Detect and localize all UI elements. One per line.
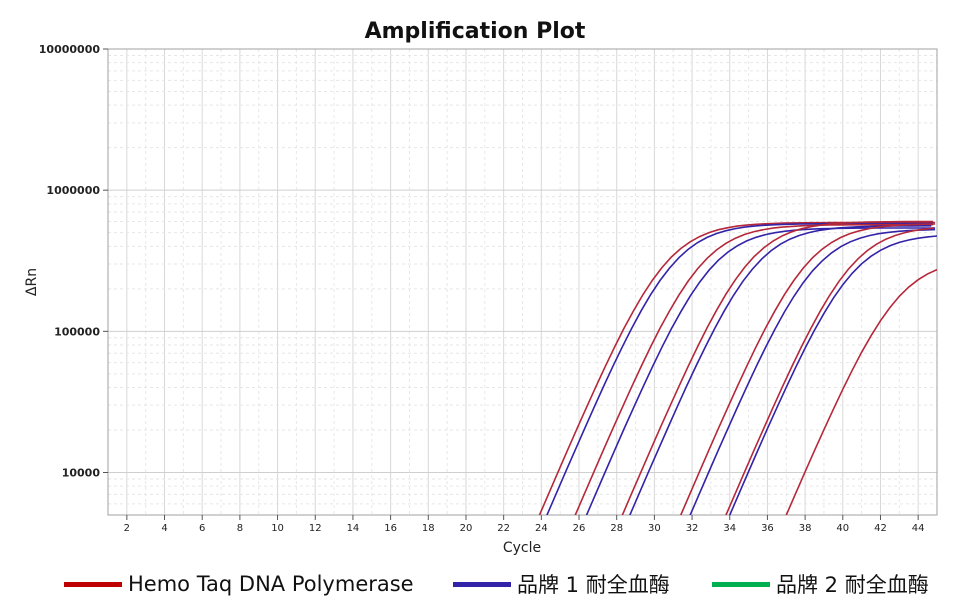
x-tick-label: 40: [836, 523, 849, 534]
x-tick-label: 8: [237, 523, 243, 534]
x-tick-label: 20: [460, 523, 473, 534]
amplification-curve: [725, 227, 934, 515]
x-tick-label: 4: [161, 523, 167, 534]
x-tick-label: 24: [535, 523, 548, 534]
chart-title: Amplification Plot: [365, 19, 586, 44]
legend-item-hemo-taq: Hemo Taq DNA Polymerase: [64, 566, 414, 602]
legend-label: Hemo Taq DNA Polymerase: [128, 572, 414, 596]
x-tick-label: 2: [124, 523, 130, 534]
y-axis-ticks: 10000 100000 1000000 10000000: [39, 43, 108, 480]
legend-item-brand-1: 品牌 1 耐全血酶: [453, 566, 670, 602]
amplification-plot: Amplification Plot 100001000001000000100…: [24, 19, 938, 556]
y-tick-label: 100000: [54, 325, 100, 338]
y-tick-label: 1000000: [46, 184, 100, 197]
x-tick-label: 30: [648, 523, 661, 534]
legend-label: 品牌 1 耐全血酶: [517, 573, 670, 597]
x-tick-label: 42: [874, 523, 887, 534]
x-tick-label: 38: [799, 523, 812, 534]
amplification-curve: [538, 221, 936, 515]
amplification-curve: [785, 268, 937, 515]
legend-swatch: [712, 581, 770, 587]
legend: Hemo Taq DNA Polymerase 品牌 1 耐全血酶 品牌 2 耐…: [0, 566, 977, 602]
x-tick-label: 36: [761, 523, 774, 534]
x-tick-label: 34: [723, 523, 736, 534]
x-tick-label: 26: [573, 523, 586, 534]
amplification-curve: [574, 223, 934, 515]
amplification-curve: [689, 228, 936, 515]
x-tick-label: 14: [347, 523, 360, 534]
legend-swatch: [64, 581, 122, 587]
y-tick-label: 10000: [62, 467, 101, 480]
amplification-curve: [621, 220, 934, 515]
x-tick-label: 28: [610, 523, 623, 534]
amplification-curve: [546, 222, 934, 515]
amplification-curve: [728, 235, 937, 515]
x-axis-ticks: 2 4 6 8 10 12 14 16 18 20 22 24 26 28 30 32 34 36 38 40 42 44: [124, 515, 925, 534]
legend-label: 品牌 2 耐全血酶: [776, 573, 929, 597]
x-tick-label: 12: [309, 523, 322, 534]
x-tick-label: 10: [271, 523, 284, 534]
y-axis-label: ΔRn: [24, 268, 40, 296]
grid-lines: [107, 48, 938, 516]
amplification-curve: [679, 223, 936, 515]
x-tick-label: 22: [497, 523, 510, 534]
legend-swatch: [453, 581, 511, 587]
x-tick-label: 32: [686, 523, 699, 534]
amplification-curve: [629, 225, 932, 515]
x-axis-label: Cycle: [503, 540, 541, 556]
amplification-curves: [538, 220, 937, 515]
x-tick-label: 6: [199, 523, 205, 534]
x-tick-label: 16: [384, 523, 397, 534]
y-tick-label: 10000000: [39, 43, 101, 56]
plot-area-border: [107, 48, 938, 516]
x-tick-label: 44: [912, 523, 925, 534]
legend-item-brand-2: 品牌 2 耐全血酶: [712, 566, 929, 602]
x-tick-label: 18: [422, 523, 435, 534]
